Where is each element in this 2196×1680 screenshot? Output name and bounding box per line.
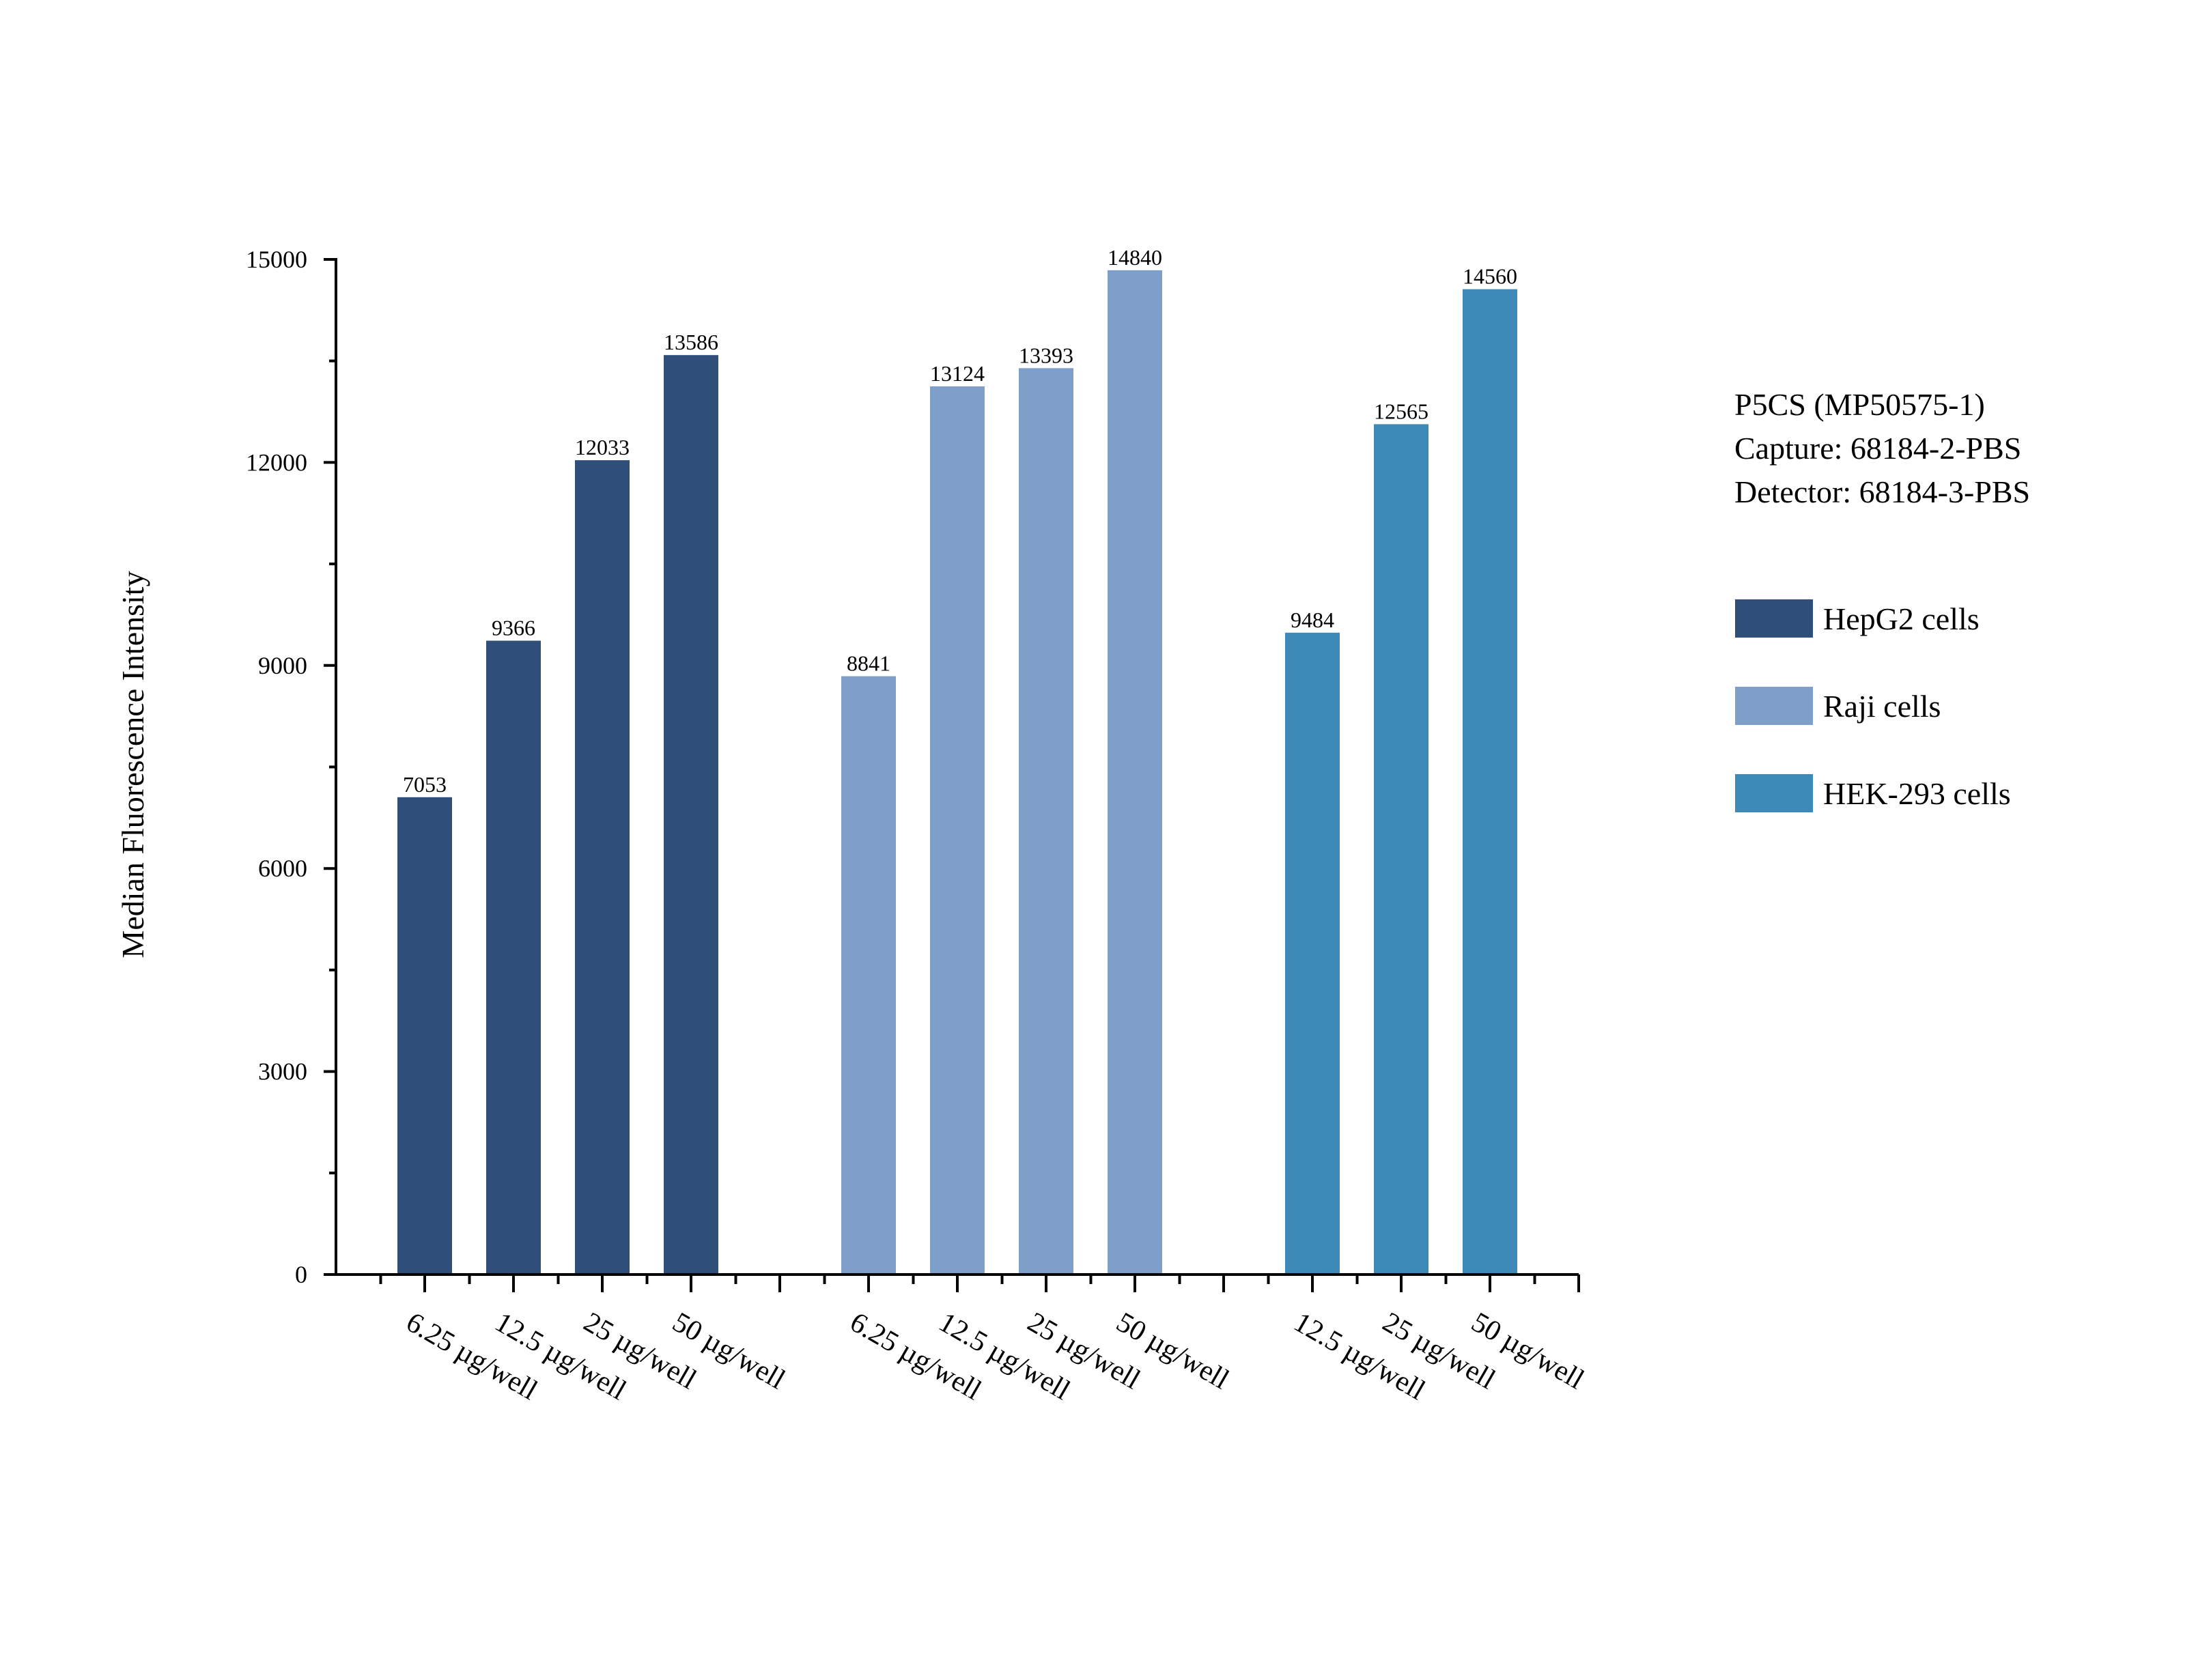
bar-value-label: 14840: [1108, 245, 1162, 270]
annotation-line: Capture: 68184-2-PBS: [1734, 431, 2021, 466]
bar: [930, 386, 985, 1275]
bar-value-label: 14560: [1463, 264, 1517, 289]
legend-swatch: [1735, 599, 1813, 638]
bar: [841, 676, 896, 1275]
bar-value-label: 13586: [664, 330, 718, 354]
legend-swatch: [1735, 687, 1813, 725]
bar: [1285, 632, 1340, 1275]
bar-value-label: 13393: [1019, 343, 1073, 367]
bar-value-label: 12565: [1374, 399, 1428, 423]
chart-annotation: P5CS (MP50575-1) Capture: 68184-2-PBS Dete…: [1734, 387, 2030, 509]
y-tick-label: 0: [295, 1261, 307, 1288]
bar-value-label: 9484: [1291, 608, 1334, 632]
legend-swatch: [1735, 774, 1813, 812]
y-tick-label: 6000: [258, 855, 307, 882]
bar: [664, 355, 718, 1275]
axes: 0 3000 6000 9000 12000 15000: [246, 246, 1580, 1292]
bar-value-label: 9366: [492, 616, 535, 640]
bar-value-label: 8841: [847, 651, 890, 676]
y-axis-title: Median Fluorescence Intensity: [115, 571, 150, 958]
bar: [575, 460, 630, 1275]
annotation-line: P5CS (MP50575-1): [1734, 387, 1985, 422]
bar: [486, 640, 541, 1275]
bar: [1019, 368, 1073, 1275]
legend: HepG2 cells Raji cells HEK-293 cells: [1735, 599, 2011, 812]
y-tick-label: 9000: [258, 652, 307, 679]
y-tick-label: 15000: [246, 246, 307, 273]
bar: [1108, 270, 1162, 1275]
legend-label: HepG2 cells: [1823, 601, 1980, 636]
bar-value-label: 13124: [930, 361, 985, 386]
bar: [397, 797, 452, 1275]
y-tick-label: 3000: [258, 1058, 307, 1085]
legend-label: HEK-293 cells: [1823, 776, 2011, 811]
bar-value-label: 7053: [403, 772, 447, 797]
y-tick-label: 12000: [246, 449, 307, 476]
legend-label: Raji cells: [1823, 689, 1941, 724]
bar-value-label: 12033: [575, 435, 630, 459]
bar: [1374, 424, 1428, 1275]
bar: [1463, 289, 1517, 1275]
annotation-line: Detector: 68184-3-PBS: [1734, 474, 2030, 509]
